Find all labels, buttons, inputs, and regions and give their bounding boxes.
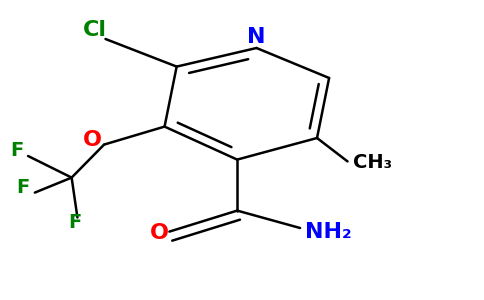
Text: F: F xyxy=(10,141,24,160)
Text: N: N xyxy=(247,27,266,46)
Text: O: O xyxy=(150,224,169,243)
Text: CH₃: CH₃ xyxy=(353,152,393,172)
Text: O: O xyxy=(82,130,102,149)
Text: F: F xyxy=(16,178,30,197)
Text: NH₂: NH₂ xyxy=(305,223,352,242)
Text: Cl: Cl xyxy=(82,20,106,40)
Text: F: F xyxy=(68,213,82,232)
